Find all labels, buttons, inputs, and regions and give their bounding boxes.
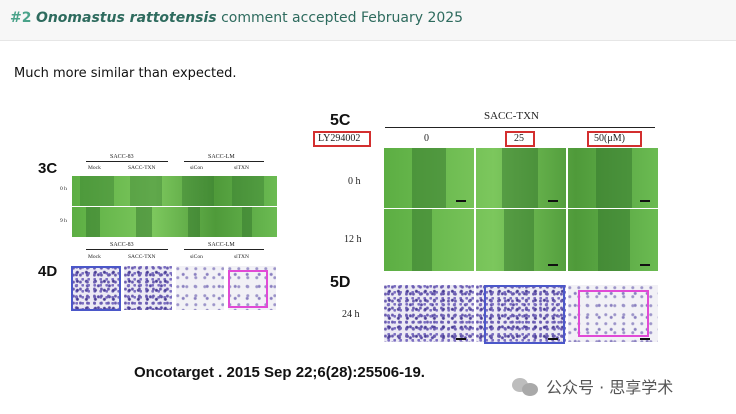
invasion-image-sacc-txn bbox=[124, 266, 172, 310]
row-0h-5c: 0 h bbox=[348, 176, 361, 187]
wound-image-5c-0h bbox=[384, 148, 658, 208]
dose-0: 0 bbox=[424, 133, 429, 144]
row-24h-5d: 24 h bbox=[342, 309, 360, 320]
invasion-image-sitxn bbox=[228, 266, 276, 310]
label-5d: 5D bbox=[330, 274, 351, 291]
comment-title[interactable]: #2 Onomastus rattotensis comment accepte… bbox=[10, 10, 463, 26]
header-sacc-txn: SACC-TXN bbox=[484, 110, 540, 122]
invasion-image-sicon bbox=[176, 266, 224, 310]
label-5c: 5C bbox=[330, 112, 351, 129]
dose-50: 50(μM) bbox=[594, 133, 625, 144]
group-sacc83: SACC-83 bbox=[110, 154, 134, 160]
wound-image-0h bbox=[72, 176, 277, 206]
wound-image-5c-12h bbox=[384, 209, 658, 271]
col-sacc-txn: SACC-TXN bbox=[128, 165, 156, 171]
invasion-image-5d-25 bbox=[476, 285, 566, 342]
citation-text: Oncotarget . 2015 Sep 22;6(28):25506-19. bbox=[134, 364, 425, 381]
group-sacc83-4d: SACC-83 bbox=[110, 242, 134, 248]
group-sacclm: SACC-LM bbox=[208, 154, 235, 160]
col-sitxn: siTXN bbox=[234, 165, 249, 171]
watermark: 公众号 · 思享学术 bbox=[512, 374, 673, 398]
col-mock: Mock bbox=[88, 165, 101, 171]
col-mock-4d: Mock bbox=[88, 254, 101, 260]
comment-number: #2 bbox=[10, 10, 32, 26]
label-3c: 3C bbox=[38, 160, 58, 177]
group-sacclm-4d: SACC-LM bbox=[208, 242, 235, 248]
comment-status: comment accepted February 2025 bbox=[221, 10, 464, 26]
comment-text: Much more similar than expected. bbox=[14, 66, 237, 81]
wound-image-9h bbox=[72, 207, 277, 237]
invasion-image-mock bbox=[72, 266, 120, 310]
col-sitxn-4d: siTXN bbox=[234, 254, 249, 260]
dose-25-box bbox=[505, 131, 535, 147]
invasion-image-5d-0 bbox=[384, 285, 474, 342]
highlight-box-blue-right bbox=[484, 285, 565, 344]
highlight-box-magenta-left bbox=[228, 270, 268, 308]
highlight-box-magenta-right bbox=[578, 290, 649, 337]
col-sicon: siCon bbox=[190, 165, 203, 171]
dose-25: 25 bbox=[514, 133, 524, 144]
label-4d: 4D bbox=[38, 263, 58, 280]
invasion-image-5d-50 bbox=[568, 285, 658, 342]
inhibitor-box bbox=[313, 131, 371, 147]
comment-header: #2 Onomastus rattotensis comment accepte… bbox=[0, 0, 736, 41]
wechat-icon bbox=[512, 376, 540, 396]
row-0h: 0 h bbox=[60, 186, 67, 192]
col-sacc-txn-4d: SACC-TXN bbox=[128, 254, 156, 260]
row-9h: 9 h bbox=[60, 218, 67, 224]
col-sicon-4d: siCon bbox=[190, 254, 203, 260]
row-12h-5c: 12 h bbox=[344, 234, 362, 245]
watermark-text: 公众号 · 思享学术 bbox=[546, 378, 674, 397]
highlight-box-blue-left bbox=[71, 266, 121, 311]
species-name[interactable]: Onomastus rattotensis bbox=[35, 10, 217, 26]
dose-50-box bbox=[587, 131, 642, 147]
inhibitor-label: LY294002 bbox=[318, 133, 361, 144]
